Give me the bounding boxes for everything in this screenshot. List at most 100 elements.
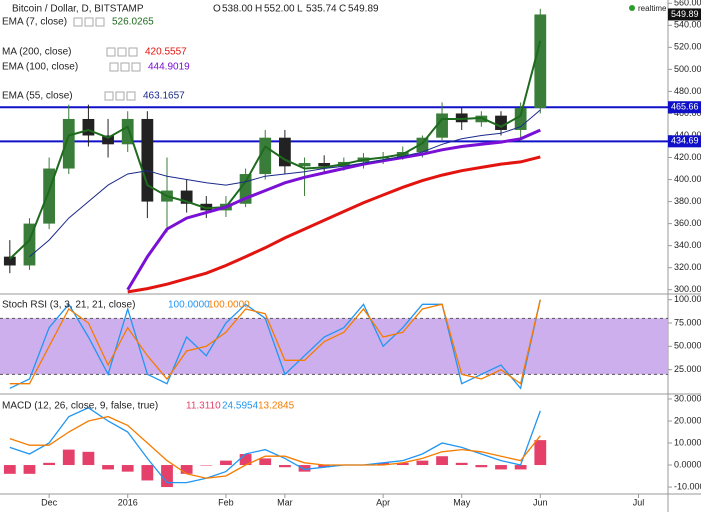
y-tick-label: 25.0000 xyxy=(674,364,701,374)
candle-body xyxy=(259,137,272,175)
candle-body xyxy=(495,115,507,130)
price-badge-label: 434.69 xyxy=(671,136,699,146)
histogram-bar xyxy=(82,451,95,466)
histogram-bar xyxy=(62,449,75,466)
histogram-bar xyxy=(514,465,527,470)
legend-icon xyxy=(128,47,138,57)
legend-value: 13.2845 xyxy=(258,401,295,412)
histogram-bar xyxy=(102,465,114,470)
last-price-label: 549.89 xyxy=(671,9,699,19)
histogram-bar xyxy=(436,456,448,466)
candle-body xyxy=(534,14,547,108)
y-tick-label: 0.0000 xyxy=(674,459,701,469)
legend-icon xyxy=(109,62,119,72)
histogram-bar xyxy=(396,462,409,466)
price-badge xyxy=(668,135,701,148)
x-tick-label: 2016 xyxy=(118,497,138,507)
candle-body xyxy=(82,118,95,136)
histogram-bar xyxy=(318,465,331,468)
histogram-bar xyxy=(259,458,272,466)
legend-value: 463.1657 xyxy=(143,91,185,102)
y-tick-label: 10.0000 xyxy=(674,437,701,447)
y-tick-label: 520.00 xyxy=(674,42,701,52)
candle-body xyxy=(436,113,448,138)
legend-value: 420.5557 xyxy=(145,47,187,58)
histogram-bar xyxy=(23,465,36,474)
ohlc-value: 552.00 xyxy=(264,4,295,15)
y-tick-label: 480.00 xyxy=(674,86,701,96)
histogram-bar xyxy=(377,462,390,466)
line-series xyxy=(29,109,541,258)
histogram-bar xyxy=(298,465,311,472)
candle-body xyxy=(455,113,468,123)
y-tick-label: 320.00 xyxy=(674,262,701,272)
y-tick-label: 30.0000 xyxy=(674,393,701,403)
candle-body xyxy=(514,107,527,130)
candle-body xyxy=(43,168,56,224)
candle-body xyxy=(180,190,193,204)
y-tick-label: -10.0000 xyxy=(674,481,701,491)
ohlc-key: O xyxy=(213,4,221,15)
realtime-label: realtime xyxy=(638,4,667,13)
candle-body xyxy=(416,137,429,153)
legend-label: EMA (100, close) xyxy=(2,62,78,73)
ohlc-key: H xyxy=(255,4,262,15)
legend-icon xyxy=(84,17,94,27)
histogram-bar xyxy=(534,440,547,466)
y-tick-label: 20.0000 xyxy=(674,415,701,425)
histogram-bar xyxy=(200,465,213,466)
candle-body xyxy=(102,135,114,145)
line-series xyxy=(9,415,541,479)
legend-icon xyxy=(120,62,130,72)
y-tick-label: 420.00 xyxy=(674,152,701,162)
legend-label: EMA (7, close) xyxy=(2,17,67,28)
candle-body xyxy=(141,118,154,202)
panel-title: MACD (12, 26, close, 9, false, true) xyxy=(2,401,158,412)
candle-body xyxy=(318,163,331,167)
histogram-bar xyxy=(455,462,468,466)
x-tick-label: Apr xyxy=(376,497,390,507)
histogram-bar xyxy=(121,465,134,472)
legend-value: 444.9019 xyxy=(148,62,190,73)
x-tick-label: Jun xyxy=(533,497,548,507)
line-series xyxy=(126,128,541,291)
x-tick-label: Jul xyxy=(633,497,645,507)
last-price-badge xyxy=(668,8,701,21)
legend-value: 100.0000 xyxy=(168,300,210,311)
y-tick-label: 100.0000 xyxy=(674,294,701,304)
legend-value: 100.0000 xyxy=(208,300,250,311)
legend-icon xyxy=(117,47,127,57)
histogram-bar xyxy=(161,465,173,488)
histogram-bar xyxy=(475,465,488,468)
histogram-bar xyxy=(495,465,507,470)
candle-body xyxy=(121,118,134,145)
candle-body xyxy=(278,137,291,167)
y-tick-label: 360.00 xyxy=(674,218,701,228)
legend-value: 24.5954 xyxy=(222,401,259,412)
panel-title: Stoch RSI (3, 3, 21, 21, close) xyxy=(2,300,135,311)
x-tick-label: May xyxy=(453,497,471,507)
legend-label: MA (200, close) xyxy=(2,47,71,58)
ohlc-value: 538.00 xyxy=(222,4,253,15)
y-tick-label: 340.00 xyxy=(674,240,701,250)
legend-icon xyxy=(106,47,116,57)
y-tick-label: 400.00 xyxy=(674,174,701,184)
histogram-bar xyxy=(220,460,232,466)
candle-body xyxy=(298,163,311,167)
line-series xyxy=(9,40,542,260)
legend-icon xyxy=(126,91,136,101)
legend-label: EMA (55, close) xyxy=(2,91,73,102)
candle-body xyxy=(3,256,16,266)
y-tick-label: 540.00 xyxy=(674,20,701,30)
line-series xyxy=(9,299,541,390)
candle-body xyxy=(239,174,252,204)
legend-icon xyxy=(131,62,141,72)
y-tick-label: 560.00 xyxy=(674,0,701,8)
y-tick-label: 75.0000 xyxy=(674,317,701,327)
y-tick-label: 500.00 xyxy=(674,64,701,74)
y-tick-label: 300.00 xyxy=(674,284,701,294)
candle-body xyxy=(23,223,36,266)
histogram-bar xyxy=(3,465,16,474)
legend-icon xyxy=(104,91,114,101)
